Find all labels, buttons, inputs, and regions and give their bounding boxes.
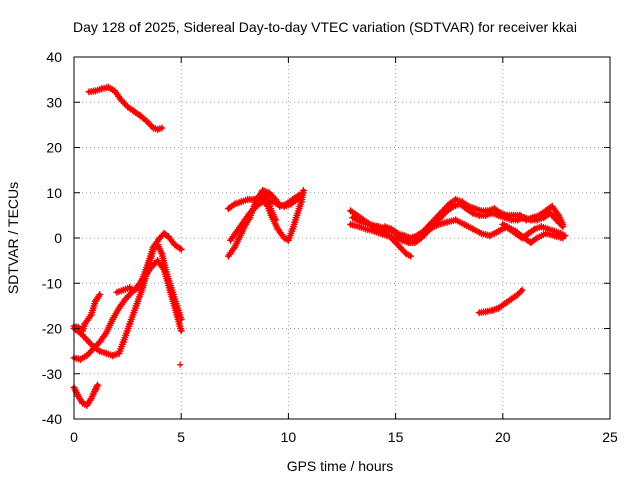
y-tick-label: 30	[46, 94, 62, 110]
x-tick-label: 15	[388, 429, 404, 445]
y-tick-label: -30	[42, 366, 62, 382]
series-arc-f	[70, 381, 102, 409]
y-tick-label: 0	[54, 230, 62, 246]
y-tick-label: -40	[42, 411, 62, 427]
x-tick-label: 20	[495, 429, 511, 445]
x-tick-label: 5	[177, 429, 185, 445]
series-arc-o	[499, 220, 569, 242]
chart-title: Day 128 of 2025, Sidereal Day-to-day VTE…	[73, 19, 577, 35]
y-axis-label: SDTVAR / TECUs	[5, 182, 21, 294]
series-arc-p	[475, 286, 526, 317]
series-arc-j	[259, 186, 303, 210]
series-arc-a	[85, 83, 166, 133]
series-arc-n	[381, 196, 567, 242]
x-axis-label: GPS time / hours	[287, 458, 394, 474]
x-tick-label: 10	[281, 429, 297, 445]
data-points	[70, 83, 569, 409]
y-tick-label: 10	[46, 185, 62, 201]
y-tick-label: -10	[42, 275, 62, 291]
x-tick-label: 25	[602, 429, 618, 445]
y-tick-label: 40	[46, 49, 62, 65]
x-tick-label: 0	[70, 429, 78, 445]
series-arc-e	[113, 229, 185, 296]
y-tick-label: 20	[46, 140, 62, 156]
y-tick-label: -20	[42, 321, 62, 337]
series-outlier	[177, 361, 184, 368]
series-arc-i	[227, 186, 307, 244]
axis-ticks: 0 5 10 15 20 25 -40 -30 -20 -10 0 10 20 30 40	[42, 49, 618, 445]
